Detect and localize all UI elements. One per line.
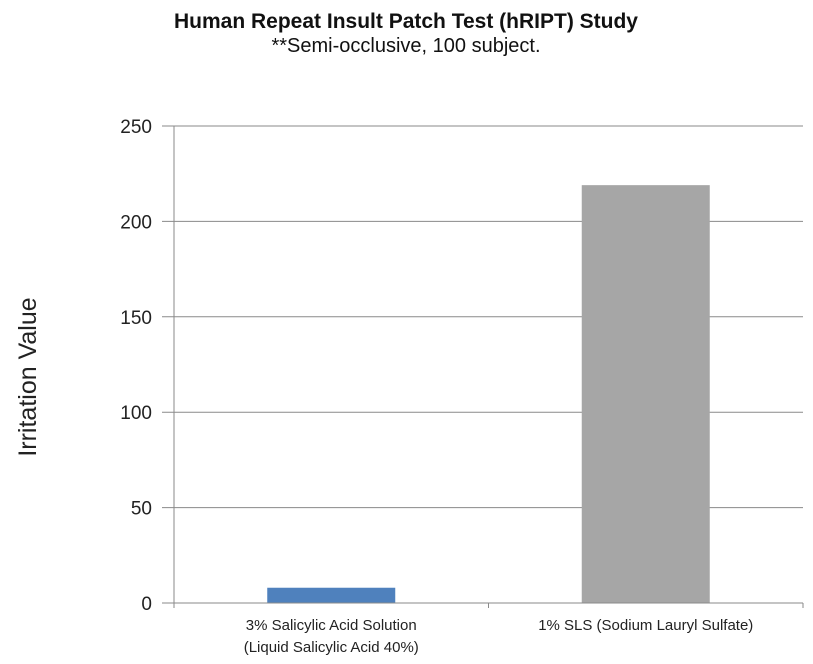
x-tick-label: (Liquid Salicylic Acid 40%): [244, 639, 419, 656]
y-tick-label: 150: [120, 308, 152, 329]
y-tick-label: 200: [120, 212, 152, 233]
y-tick-label: 250: [120, 117, 152, 138]
x-tick-label: 1% SLS (Sodium Lauryl Sulfate): [538, 617, 753, 634]
bar: [581, 185, 710, 603]
bar: [267, 587, 396, 603]
x-tick-label: 3% Salicylic Acid Solution: [246, 617, 417, 634]
y-tick-label: 100: [120, 403, 152, 424]
x-tick-labels: 3% Salicylic Acid Solution (Liquid Salicy…: [244, 617, 754, 656]
chart-title: Human Repeat Insult Patch Test (hRIPT) S…: [174, 10, 638, 33]
y-tick-label: 0: [141, 594, 152, 615]
bars: [267, 185, 710, 603]
y-tick-labels: 0 50 100 150 200 250: [120, 117, 152, 615]
x-axis: [162, 602, 804, 608]
chart-subtitle: **Semi-occlusive, 100 subject.: [271, 35, 540, 57]
y-axis-label: Irritation Value: [14, 297, 42, 456]
y-tick-label: 50: [131, 499, 152, 520]
